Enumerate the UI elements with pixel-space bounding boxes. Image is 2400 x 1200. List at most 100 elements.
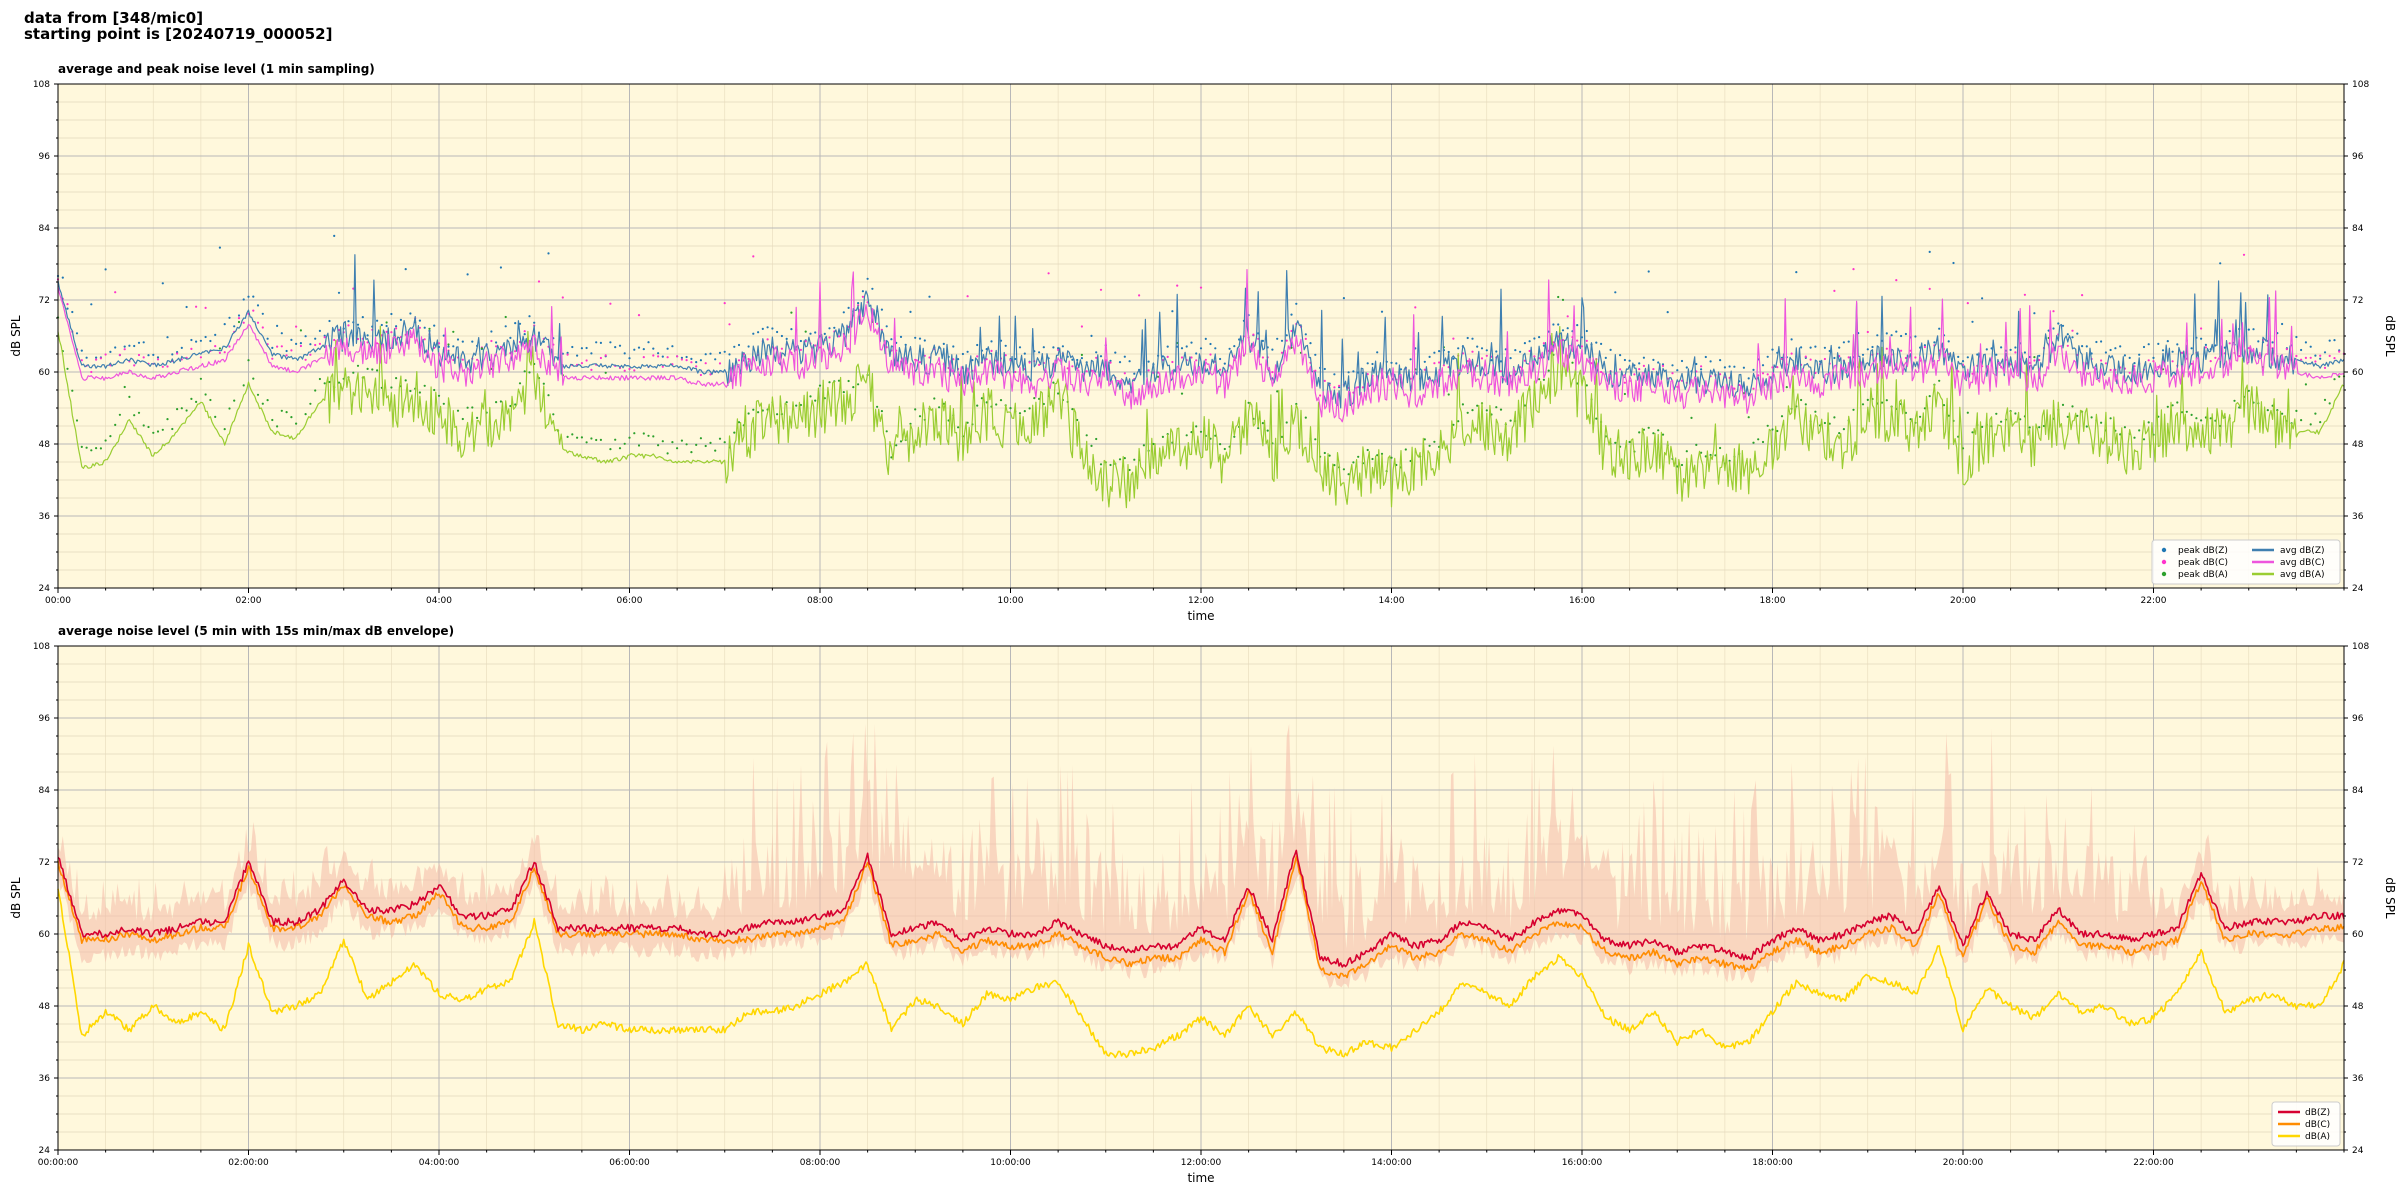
peak-point <box>1585 384 1588 387</box>
peak-point <box>304 358 307 361</box>
peak-point <box>2119 345 2122 348</box>
peak-point <box>2309 356 2312 359</box>
peak-point <box>899 335 903 338</box>
peak-point <box>1766 424 1769 427</box>
peak-point <box>156 430 160 433</box>
peak-point <box>1290 313 1293 316</box>
peak-point <box>1280 339 1284 342</box>
peak-point <box>2190 347 2193 350</box>
x-tick-label: 08:00:00 <box>800 1158 841 1168</box>
peak-point <box>233 399 236 402</box>
peak-point <box>2152 360 2155 363</box>
y-tick-label-right: 24 <box>2352 584 2364 594</box>
peak-point <box>1676 465 1679 468</box>
peak-point <box>966 421 969 424</box>
peak-point <box>728 353 731 356</box>
peak-point <box>1714 454 1717 457</box>
peak-point <box>661 440 664 443</box>
peak-point <box>566 435 569 438</box>
peak-point <box>761 327 764 330</box>
peak-point <box>590 352 593 355</box>
peak-point <box>718 351 722 354</box>
x-tick-label: 14:00 <box>1379 596 1405 606</box>
peak-point <box>1571 361 1574 364</box>
peak-point <box>299 344 302 348</box>
x-tick-label: 16:00 <box>1569 596 1595 606</box>
peak-point <box>618 447 622 450</box>
peak-point <box>1261 339 1264 342</box>
peak-point <box>514 350 517 353</box>
peak-point <box>1709 360 1712 363</box>
peak-point <box>1676 369 1679 372</box>
peak-point <box>1080 353 1083 356</box>
peak-point <box>747 345 750 348</box>
peak-point <box>1680 463 1684 467</box>
peak-point <box>699 373 703 377</box>
peak-point <box>942 342 945 345</box>
peak-point <box>652 354 655 357</box>
peak-point <box>1814 345 1817 348</box>
peak-point <box>1876 334 1879 337</box>
peak-point <box>356 323 360 326</box>
peak-point <box>356 364 360 367</box>
legend-box <box>2151 539 2341 585</box>
peak-point <box>1904 332 1907 336</box>
peak-point <box>1885 332 1888 335</box>
peak-point <box>1795 271 1798 274</box>
peak-point <box>228 316 231 319</box>
peak-point <box>309 353 312 356</box>
peak-point <box>204 335 207 339</box>
peak-point <box>1971 431 1974 434</box>
peak-point <box>1333 386 1336 389</box>
peak-point <box>2323 398 2327 401</box>
peak-point <box>647 434 650 437</box>
peak-point <box>1833 356 1836 360</box>
peak-point <box>142 424 145 427</box>
peak-point <box>433 388 436 392</box>
peak-point <box>1861 403 1865 406</box>
peak-point <box>828 327 831 330</box>
peak-point <box>699 437 703 440</box>
peak-point <box>1171 360 1174 364</box>
peak-point <box>1619 354 1622 357</box>
peak-point <box>1719 373 1722 376</box>
peak-point <box>2281 412 2284 415</box>
peak-point <box>1057 347 1060 350</box>
peak-point <box>2247 347 2250 350</box>
legend-label: peak dB(A) <box>2178 570 2228 580</box>
peak-point <box>1123 457 1126 460</box>
peak-point <box>2085 425 2088 428</box>
peak-point <box>366 367 369 370</box>
peak-point <box>1433 351 1436 354</box>
peak-point <box>1557 295 1560 299</box>
peak-point <box>2071 329 2074 332</box>
peak-point <box>966 350 969 353</box>
peak-point <box>1447 350 1450 354</box>
peak-point <box>1428 355 1431 358</box>
peak-point <box>2066 333 2069 336</box>
peak-point <box>709 352 712 355</box>
peak-point <box>1228 347 1231 350</box>
peak-point <box>1942 404 1946 407</box>
peak-point <box>1780 415 1784 418</box>
peak-point <box>523 370 526 373</box>
peak-point <box>1623 358 1626 362</box>
peak-point <box>1209 353 1212 356</box>
peak-point <box>323 382 326 385</box>
y-tick-label: 72 <box>39 296 50 306</box>
peak-point <box>471 340 474 343</box>
y-tick-label: 72 <box>39 858 50 868</box>
peak-point <box>547 252 550 255</box>
peak-point <box>1957 370 1960 373</box>
peak-point <box>266 399 269 402</box>
peak-point <box>418 319 421 322</box>
peak-point <box>1261 422 1264 425</box>
peak-point <box>1328 454 1331 457</box>
peak-point <box>190 347 193 350</box>
peak-point <box>695 361 698 364</box>
y-axis-label: dB SPL <box>9 315 23 357</box>
peak-point <box>199 377 202 380</box>
peak-point <box>2266 409 2269 412</box>
peak-point <box>2114 347 2117 350</box>
peak-point <box>185 409 188 412</box>
